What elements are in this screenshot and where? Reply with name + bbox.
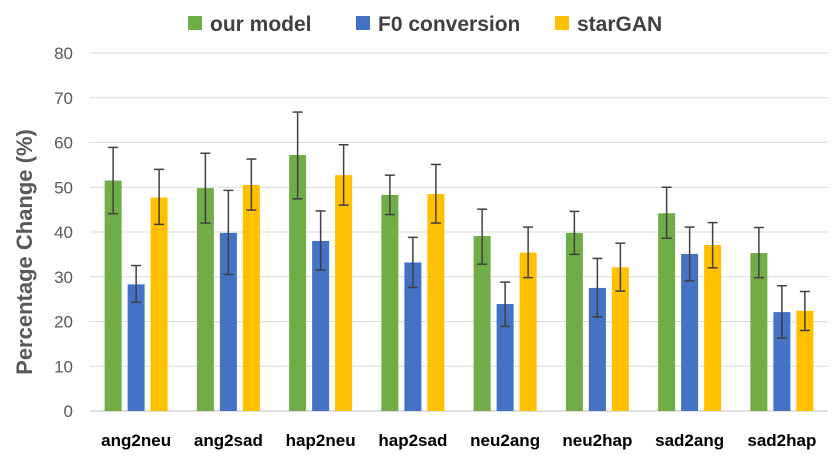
y-tick-label: 60	[54, 134, 73, 153]
error-bar	[661, 186, 672, 240]
legend-label: starGAN	[577, 13, 662, 36]
error-bar	[592, 257, 603, 318]
bar-stargan-hap2sad	[427, 193, 445, 411]
x-tick-label: ang2sad	[194, 431, 263, 450]
bar-stargan-sad2hap	[796, 310, 814, 411]
bar-our-model-hap2sad	[381, 194, 399, 411]
x-tick-label: sad2hap	[747, 431, 816, 450]
legend-swatch	[188, 16, 202, 30]
error-bar	[131, 264, 142, 304]
y-tick-label: 50	[54, 178, 73, 197]
error-bar	[753, 226, 764, 279]
legend-label: F0 conversion	[378, 13, 520, 36]
legend-item-our-model: our model	[188, 13, 312, 36]
bar-f0-conversion-sad2hap	[773, 312, 791, 411]
error-bar	[477, 208, 488, 265]
bar-f0-conversion-neu2ang	[496, 304, 514, 411]
bar-stargan-sad2ang	[704, 244, 722, 411]
y-tick-label: 30	[54, 268, 73, 287]
y-tick-label: 10	[54, 357, 73, 376]
error-bar	[500, 281, 511, 328]
x-tick-label: neu2ang	[470, 431, 540, 450]
legend: our model F0 conversion starGAN	[188, 13, 662, 36]
error-bar	[338, 143, 349, 206]
error-bar	[154, 168, 165, 226]
bar-our-model-hap2neu	[289, 155, 307, 411]
x-tick-label: hap2neu	[286, 431, 356, 450]
bar-stargan-ang2neu	[150, 197, 168, 411]
bar-our-model-neu2ang	[473, 236, 491, 411]
bar-stargan-hap2neu	[335, 175, 353, 411]
error-bar	[776, 284, 787, 339]
error-bar	[684, 226, 695, 282]
error-bar	[200, 152, 211, 224]
error-bar	[384, 174, 395, 216]
error-bar	[223, 189, 234, 276]
bar-our-model-ang2sad	[196, 188, 214, 411]
bar-our-model-sad2ang	[658, 213, 676, 411]
error-bar	[407, 236, 418, 289]
bar-f0-conversion-hap2sad	[404, 262, 422, 411]
y-tick-label: 40	[54, 223, 73, 242]
error-bar	[523, 226, 534, 279]
x-tick-label: ang2neu	[101, 431, 171, 450]
error-bar	[799, 290, 810, 332]
error-bar	[315, 210, 326, 271]
legend-label: our model	[210, 13, 312, 36]
y-tick-label: 0	[64, 402, 73, 421]
x-tick-label: hap2sad	[378, 431, 447, 450]
error-bar	[292, 111, 303, 200]
error-bar	[246, 158, 257, 211]
error-bar	[108, 146, 119, 215]
bar-f0-conversion-ang2neu	[127, 284, 145, 411]
legend-item-f0-conversion: F0 conversion	[356, 13, 520, 36]
error-bar	[615, 242, 626, 292]
error-bar	[569, 210, 580, 256]
legend-swatch	[356, 16, 370, 30]
y-tick-label: 80	[54, 44, 73, 63]
bars	[104, 155, 814, 411]
bar-f0-conversion-hap2neu	[312, 240, 330, 411]
bar-our-model-sad2hap	[750, 253, 768, 411]
x-tick-label: sad2ang	[655, 431, 724, 450]
x-tick-label: neu2hap	[562, 431, 632, 450]
error-bar	[430, 163, 441, 224]
bar-our-model-ang2neu	[104, 180, 122, 411]
bar-f0-conversion-ang2sad	[219, 232, 237, 411]
y-axis-label: Percentage Change (%)	[12, 129, 37, 375]
bar-stargan-neu2hap	[611, 267, 629, 411]
legend-swatch	[555, 16, 569, 30]
bar-stargan-neu2ang	[519, 252, 537, 411]
bar-f0-conversion-sad2ang	[681, 253, 699, 411]
error-bar	[707, 221, 718, 269]
y-axis-ticks: 0 10 20 30 40 50 60 70 80	[54, 44, 73, 421]
bar-our-model-neu2hap	[565, 232, 583, 411]
legend-item-stargan: starGAN	[555, 13, 662, 36]
error-bars	[108, 111, 810, 339]
y-tick-label: 70	[54, 89, 73, 108]
x-axis-categories: ang2neu ang2sad hap2neu hap2sad neu2ang neu2h…	[101, 431, 816, 450]
y-tick-label: 20	[54, 313, 73, 332]
bar-f0-conversion-neu2hap	[588, 287, 606, 411]
bar-stargan-ang2sad	[242, 185, 260, 411]
